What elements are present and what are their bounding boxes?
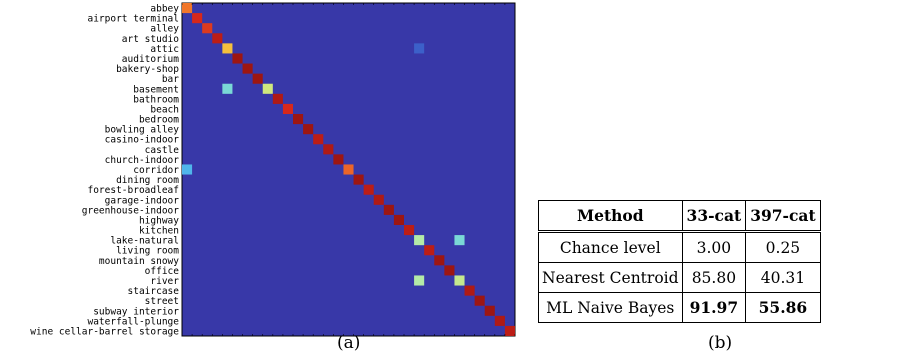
- matrix-cell-diagonal: [393, 214, 404, 225]
- matrix-cell-diagonal: [373, 194, 384, 205]
- row-label: office: [145, 266, 180, 277]
- row-label: bowling alley: [105, 125, 180, 136]
- matrix-cell-diagonal: [242, 63, 253, 74]
- row-label: garage-indoor: [105, 195, 180, 206]
- row-label: staircase: [128, 286, 180, 297]
- table-row: Chance level 3.00 0.25: [538, 231, 821, 263]
- matrix-cell-diagonal: [504, 325, 515, 336]
- row-label: castle: [145, 145, 180, 156]
- row-label: bedroom: [139, 115, 179, 126]
- matrix-cell-diagonal: [464, 285, 475, 296]
- matrix-cell-diagonal: [353, 174, 364, 185]
- score-33-cat: 85.80: [681, 262, 747, 293]
- row-label: bakery-shop: [116, 64, 179, 75]
- matrix-cell-diagonal: [383, 204, 394, 215]
- row-label: abbey: [150, 4, 179, 15]
- results-table: Method 33-cat 397-cat Chance level 3.00 …: [538, 200, 821, 323]
- row-label: street: [145, 296, 179, 307]
- matrix-cell-diagonal: [333, 154, 344, 165]
- row-label: dining room: [116, 175, 179, 186]
- score-397-cat-best: 55.86: [745, 292, 821, 323]
- row-label: auditorium: [122, 54, 179, 65]
- matrix-cell-diagonal: [272, 93, 283, 104]
- figure-b-caption: (b): [708, 333, 733, 353]
- matrix-cell-diagonal: [343, 164, 354, 175]
- matrix-cell-diagonal: [484, 305, 495, 316]
- row-label: bar: [162, 74, 179, 85]
- score-397-cat: 0.25: [745, 231, 821, 263]
- matrix-cell-diagonal: [232, 53, 243, 64]
- table-row: ML Naive Bayes 91.97 55.86: [538, 292, 821, 323]
- row-label: lake-natural: [110, 236, 179, 247]
- matrix-cell-diagonal: [293, 114, 304, 125]
- row-label: airport terminal: [87, 14, 179, 25]
- matrix-cell-diagonal: [182, 3, 193, 14]
- matrix-cell-confusion: [414, 275, 425, 286]
- matrix-cell-confusion: [182, 164, 193, 175]
- row-label: casino-indoor: [105, 135, 180, 146]
- matrix-cell-diagonal: [303, 124, 314, 135]
- score-33-cat: 3.00: [681, 231, 747, 263]
- row-label: alley: [150, 24, 179, 35]
- row-label: forest-broadleaf: [87, 185, 179, 196]
- row-label: waterfall-plunge: [87, 316, 179, 327]
- confusion-matrix-figure: abbey airport terminal alley art studio atti…: [30, 2, 516, 337]
- row-label: mountain snowy: [99, 256, 179, 267]
- matrix-cell-diagonal: [414, 235, 425, 246]
- method-name: ML Naive Bayes: [538, 292, 683, 323]
- matrix-cell-diagonal: [474, 295, 485, 306]
- matrix-cell-diagonal: [222, 43, 233, 54]
- row-label: subway interior: [93, 306, 179, 317]
- figure-a-caption: (a): [337, 333, 361, 353]
- table-header-row: Method 33-cat 397-cat: [538, 200, 821, 233]
- row-label: art studio: [122, 34, 179, 45]
- matrix-cell-diagonal: [192, 13, 203, 24]
- row-label: church-indoor: [105, 155, 180, 166]
- row-label: beach: [150, 104, 179, 115]
- row-label: attic: [150, 44, 179, 55]
- row-label: kitchen: [139, 226, 179, 237]
- score-33-cat-best: 91.97: [681, 292, 747, 323]
- row-label: basement: [133, 84, 179, 95]
- row-label: river: [150, 276, 179, 287]
- row-label: corridor: [133, 165, 179, 176]
- matrix-cell-diagonal: [454, 275, 465, 286]
- header-33-cat: 33-cat: [681, 200, 747, 233]
- matrix-cell-diagonal: [202, 23, 213, 34]
- matrix-cell-diagonal: [313, 134, 324, 145]
- table-row: Nearest Centroid 85.80 40.31: [538, 262, 821, 293]
- matrix-cell-diagonal: [262, 83, 273, 94]
- matrix-cell-diagonal: [363, 184, 374, 195]
- method-name: Nearest Centroid: [538, 262, 683, 293]
- row-label: highway: [139, 215, 179, 226]
- matrix-cell-diagonal: [494, 315, 505, 326]
- row-label: bathroom: [133, 94, 179, 105]
- matrix-cell-diagonal: [212, 33, 223, 44]
- header-397-cat: 397-cat: [745, 200, 821, 233]
- matrix-cell-confusion: [222, 83, 233, 94]
- header-method: Method: [538, 200, 683, 233]
- matrix-cell-diagonal: [323, 144, 334, 155]
- row-label: living room: [116, 246, 179, 257]
- matrix-cell-diagonal: [444, 265, 455, 276]
- matrix-cell-confusion: [454, 235, 465, 246]
- matrix-cell-diagonal: [252, 73, 263, 84]
- matrix-cell-diagonal: [282, 103, 293, 114]
- row-label: wine cellar-barrel storage: [30, 326, 179, 337]
- method-name: Chance level: [538, 231, 683, 263]
- matrix-cell-diagonal: [424, 245, 435, 256]
- row-label: greenhouse-indoor: [82, 205, 180, 216]
- matrix-cell-confusion: [414, 43, 425, 54]
- score-397-cat: 40.31: [745, 262, 821, 293]
- matrix-cell-diagonal: [404, 225, 415, 236]
- matrix-cell-diagonal: [434, 255, 445, 266]
